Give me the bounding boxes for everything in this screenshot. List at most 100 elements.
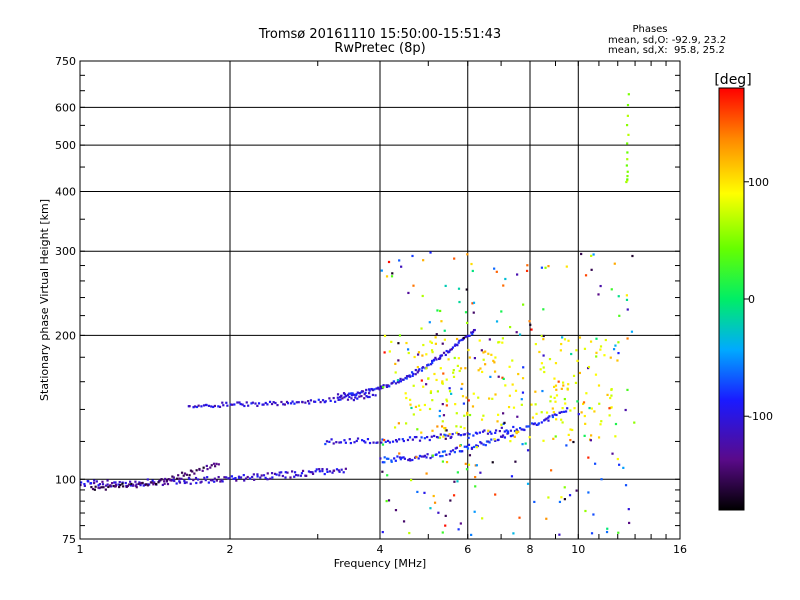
data-point xyxy=(509,325,512,329)
data-point xyxy=(583,347,587,350)
data-point xyxy=(413,436,417,439)
data-point xyxy=(444,437,447,440)
data-point xyxy=(195,481,198,485)
data-point xyxy=(295,401,298,404)
x-tick-label: 1 xyxy=(77,543,84,556)
data-point xyxy=(101,483,105,486)
data-point xyxy=(411,374,414,378)
data-point xyxy=(385,457,389,460)
data-point xyxy=(626,174,629,178)
chart-title: Tromsø 20161110 15:50:00-15:51:43 xyxy=(258,27,501,42)
data-point xyxy=(284,476,287,479)
data-point xyxy=(583,434,586,437)
data-point xyxy=(346,398,350,401)
data-point xyxy=(459,434,463,437)
data-point xyxy=(423,491,426,494)
data-point xyxy=(464,462,467,465)
data-point xyxy=(492,359,495,362)
data-point xyxy=(332,469,336,472)
data-point xyxy=(202,466,205,469)
data-point xyxy=(434,356,437,359)
data-point xyxy=(415,435,418,439)
data-point xyxy=(544,266,547,269)
data-point xyxy=(540,266,544,269)
data-point xyxy=(508,365,511,368)
data-point xyxy=(284,471,287,474)
data-point xyxy=(526,482,530,485)
data-point xyxy=(443,450,446,453)
data-point xyxy=(154,482,158,486)
data-point xyxy=(324,442,327,446)
data-point xyxy=(414,405,418,409)
data-point xyxy=(625,298,629,301)
data-point xyxy=(490,438,493,441)
data-point xyxy=(421,294,424,298)
data-point xyxy=(515,431,518,435)
data-point xyxy=(617,341,620,344)
data-point xyxy=(489,375,492,378)
data-point xyxy=(321,399,325,402)
data-point xyxy=(529,323,532,326)
data-point xyxy=(565,265,568,268)
data-point xyxy=(328,397,331,400)
data-point xyxy=(461,450,464,453)
data-point xyxy=(286,402,290,405)
data-point xyxy=(423,437,426,440)
data-point xyxy=(412,413,415,416)
data-point xyxy=(93,481,96,485)
data-point xyxy=(398,456,402,459)
data-point xyxy=(241,403,244,406)
data-point xyxy=(95,480,98,483)
data-point xyxy=(364,391,367,394)
data-point xyxy=(356,391,359,394)
data-point xyxy=(563,498,566,501)
data-point xyxy=(575,489,578,492)
data-point xyxy=(318,470,321,473)
data-point xyxy=(161,483,164,487)
data-point xyxy=(388,385,391,388)
data-point xyxy=(429,251,432,254)
data-point xyxy=(383,461,386,464)
data-point xyxy=(307,470,311,473)
data-point xyxy=(180,471,184,474)
data-point xyxy=(502,284,505,287)
data-point xyxy=(148,483,151,486)
data-point xyxy=(554,384,558,387)
data-point xyxy=(428,407,432,411)
data-point xyxy=(422,455,425,458)
data-point xyxy=(212,405,215,409)
data-point xyxy=(455,425,458,428)
data-point xyxy=(335,441,338,444)
data-point xyxy=(466,334,470,338)
data-point xyxy=(426,364,429,367)
data-point xyxy=(561,407,564,410)
data-point xyxy=(554,400,557,403)
data-point xyxy=(472,301,476,304)
data-point xyxy=(441,382,444,385)
data-point xyxy=(600,420,603,423)
data-point xyxy=(431,454,434,457)
data-point xyxy=(445,398,448,401)
data-point xyxy=(545,417,548,420)
data-point xyxy=(454,447,457,450)
data-point xyxy=(496,413,500,416)
data-point xyxy=(361,390,364,393)
data-point xyxy=(441,454,444,458)
data-point xyxy=(409,403,412,406)
data-point xyxy=(337,398,340,401)
data-point xyxy=(595,355,598,358)
data-point xyxy=(421,366,425,369)
data-point xyxy=(93,488,96,491)
data-point xyxy=(542,366,545,369)
data-point xyxy=(534,403,537,406)
data-point xyxy=(343,439,346,442)
data-point xyxy=(502,412,505,415)
data-point xyxy=(506,430,510,433)
data-point xyxy=(476,444,479,448)
data-point xyxy=(418,454,422,458)
data-point xyxy=(457,287,461,290)
data-point xyxy=(142,484,145,487)
data-point xyxy=(368,441,372,445)
data-point xyxy=(262,403,265,406)
data-point xyxy=(507,431,510,435)
